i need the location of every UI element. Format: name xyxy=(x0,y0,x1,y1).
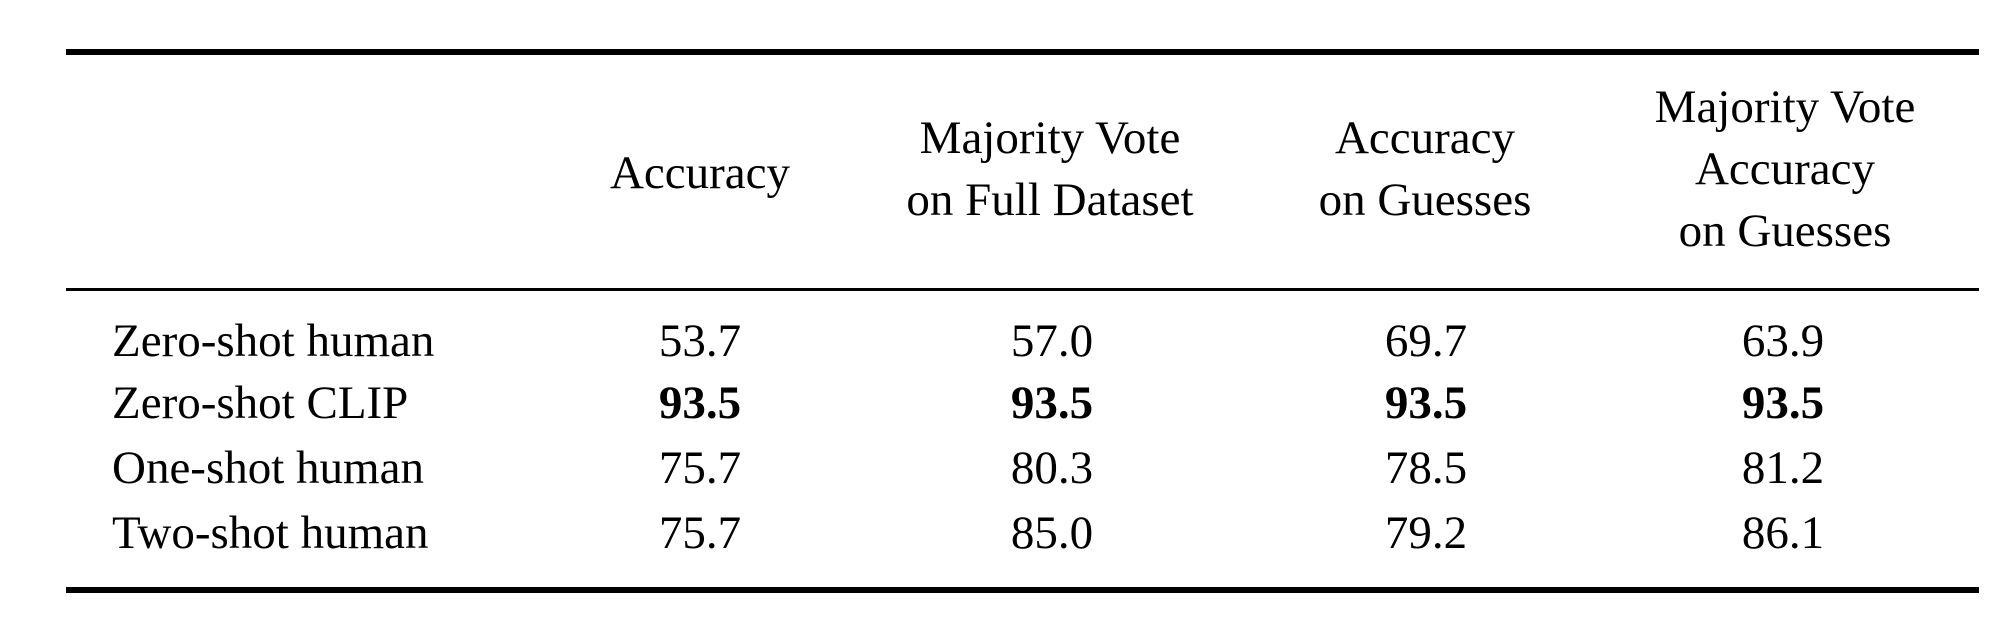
cell: 93.5 xyxy=(1741,377,1825,429)
column-header-accuracy-guesses: Accuracy on Guesses xyxy=(1318,112,1532,226)
table-top-rule xyxy=(66,49,1979,55)
cell: 69.7 xyxy=(1384,315,1468,367)
row-label-zero-shot-clip: Zero-shot CLIP xyxy=(112,377,409,429)
cell: 81.2 xyxy=(1741,442,1825,494)
cell: 78.5 xyxy=(1384,442,1468,494)
row-label-two-shot-human: Two-shot human xyxy=(112,507,429,559)
cell: 75.7 xyxy=(658,507,742,559)
row-label-zero-shot-human: Zero-shot human xyxy=(112,315,435,367)
column-header-accuracy: Accuracy xyxy=(609,147,791,199)
cell: 86.1 xyxy=(1741,507,1825,559)
cell: 57.0 xyxy=(1010,315,1094,367)
cell: 93.5 xyxy=(1384,377,1468,429)
cell: 53.7 xyxy=(658,315,742,367)
cell: 75.7 xyxy=(658,442,742,494)
cell: 79.2 xyxy=(1384,507,1468,559)
cell: 93.5 xyxy=(1010,377,1094,429)
table-bottom-rule xyxy=(66,587,1979,593)
column-header-majority-vote-full: Majority Vote on Full Dataset xyxy=(906,112,1194,226)
cell: 80.3 xyxy=(1010,442,1094,494)
cell: 63.9 xyxy=(1741,315,1825,367)
cell: 93.5 xyxy=(658,377,742,429)
cell: 85.0 xyxy=(1010,507,1094,559)
column-header-majority-vote-guesses: Majority Vote Accuracy on Guesses xyxy=(1654,81,1916,257)
row-label-one-shot-human: One-shot human xyxy=(112,442,424,494)
table-header-rule xyxy=(66,288,1979,291)
